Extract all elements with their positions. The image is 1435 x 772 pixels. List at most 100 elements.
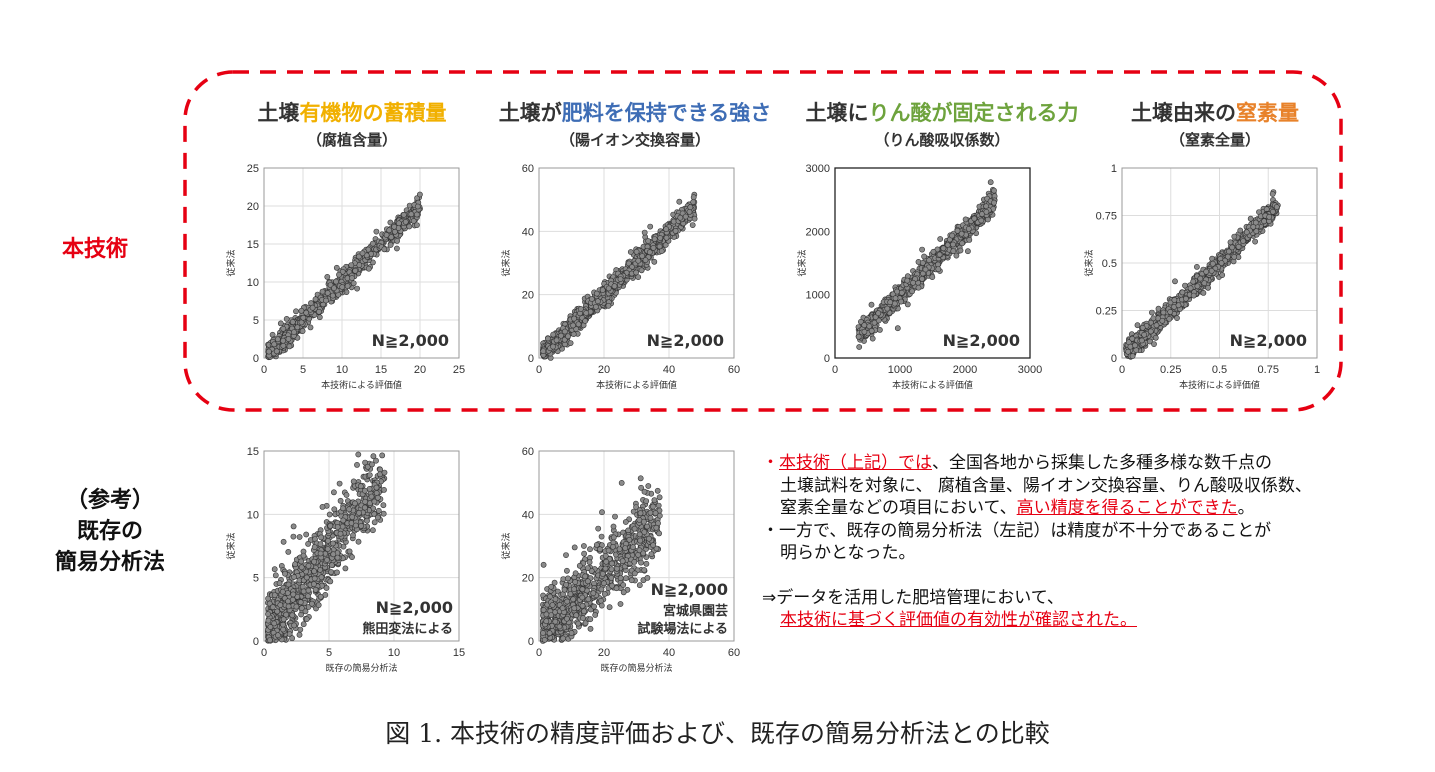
data-point	[318, 534, 324, 541]
data-point	[290, 523, 297, 530]
data-point	[672, 228, 679, 234]
data-point	[959, 240, 965, 247]
title-phosphate: 土壌にりん酸が固定される力 （りん酸吸収係数）	[797, 97, 1087, 150]
data-point	[1150, 315, 1157, 322]
sample-count-label: N≧2,000	[1230, 331, 1307, 350]
data-point	[868, 301, 875, 308]
x-tick-label: 20	[598, 647, 610, 659]
data-point	[276, 580, 283, 587]
x-tick-label: 10	[388, 647, 400, 659]
data-point	[991, 199, 997, 206]
data-point	[331, 285, 337, 292]
x-axis-label: 本技術による評価値	[1179, 379, 1260, 391]
data-point	[965, 226, 972, 232]
data-point	[618, 480, 625, 486]
data-point	[571, 544, 578, 551]
title-sub: （陽イオン交換容量）	[559, 131, 710, 149]
data-point	[1252, 219, 1259, 226]
data-point	[605, 302, 612, 309]
data-point	[910, 279, 916, 286]
data-point	[887, 299, 894, 306]
data-point	[311, 544, 318, 550]
data-point	[1160, 309, 1167, 316]
data-point	[971, 215, 978, 222]
data-point	[950, 241, 956, 248]
title-highlight: 窒素量	[1236, 101, 1299, 125]
y-tick-label: 5	[253, 573, 259, 585]
data-point	[300, 552, 307, 559]
data-point	[940, 245, 947, 252]
data-point	[285, 549, 292, 555]
data-point	[266, 600, 273, 607]
data-point	[289, 596, 296, 603]
title-sub: （りん酸吸収係数）	[874, 131, 1010, 149]
y-tick-label: 1	[1111, 163, 1117, 175]
scatter-points	[855, 179, 998, 350]
plot-frame	[1121, 167, 1318, 359]
data-point	[682, 213, 689, 220]
data-point	[894, 325, 901, 332]
row-label-reference-1: （参考）	[65, 488, 154, 513]
title-sub: （窒素全量）	[1169, 131, 1260, 149]
data-point	[267, 637, 273, 643]
data-point	[373, 490, 380, 496]
data-point	[300, 314, 307, 321]
title-prefix: 土壌が	[498, 101, 562, 125]
sample-count-label: N≧2,000	[376, 598, 453, 617]
x-tick-label: 0.5	[1212, 364, 1227, 376]
data-point	[1175, 302, 1182, 309]
data-point	[983, 209, 990, 215]
data-point	[331, 489, 337, 496]
data-point	[324, 557, 330, 563]
data-point	[872, 314, 879, 320]
data-point	[300, 588, 307, 595]
data-point	[317, 550, 324, 557]
data-point	[319, 504, 326, 510]
data-point	[572, 570, 579, 577]
data-point	[582, 318, 589, 324]
data-point	[328, 569, 334, 575]
plot-frame	[263, 450, 460, 642]
title-nitrogen: 土壌由来の窒素量 （窒素全量）	[1100, 97, 1330, 150]
data-point	[280, 621, 286, 628]
method-label: 熊田変法による	[362, 621, 453, 637]
data-point	[861, 322, 868, 329]
data-point	[406, 223, 413, 230]
x-tick-label: 5	[326, 647, 332, 659]
data-point	[391, 223, 398, 230]
scatter-points	[540, 475, 663, 644]
data-point	[293, 603, 300, 610]
data-point	[595, 525, 602, 532]
data-point	[299, 583, 306, 590]
data-point	[284, 590, 291, 596]
data-point	[356, 510, 362, 516]
data-point	[286, 343, 293, 350]
data-point	[558, 332, 564, 339]
data-point	[651, 236, 658, 242]
data-point	[266, 348, 272, 355]
data-point	[1266, 214, 1273, 220]
chart-humus-reference: 0 5 10 15 0 5 10 15 既存の簡易分析法 従来法 N≧2,000 熊田変法による	[222, 443, 469, 679]
x-axis-label: 既存の簡易分析法	[600, 662, 672, 674]
data-point	[1240, 238, 1246, 244]
data-point	[346, 506, 353, 513]
data-point	[587, 546, 593, 553]
data-point	[277, 602, 284, 608]
data-point	[374, 494, 381, 501]
y-tick-label: 20	[247, 201, 259, 213]
data-point	[957, 247, 964, 254]
title-highlight: 有機物の蓄積量	[299, 101, 447, 125]
data-point	[1235, 243, 1242, 250]
data-point	[309, 600, 315, 607]
y-tick-label: 20	[522, 573, 534, 585]
data-point	[1229, 244, 1235, 251]
data-point	[638, 484, 644, 491]
data-point	[589, 296, 595, 302]
data-point	[638, 267, 645, 274]
data-point	[919, 270, 926, 277]
data-point	[687, 204, 694, 211]
data-point	[290, 533, 297, 540]
data-point	[617, 276, 624, 282]
y-tick-label: 2000	[806, 226, 830, 238]
y-axis-label: 従来法	[500, 249, 512, 276]
